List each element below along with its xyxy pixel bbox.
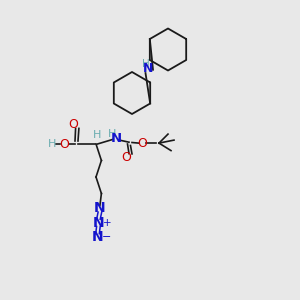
Text: N: N [94, 202, 106, 215]
Text: H: H [48, 139, 57, 149]
Text: O: O [121, 151, 131, 164]
Text: N: N [142, 62, 153, 75]
Text: N: N [111, 132, 122, 145]
Text: O: O [60, 137, 69, 151]
Text: H: H [142, 59, 149, 69]
Text: O: O [138, 136, 147, 150]
Text: −: − [102, 232, 111, 242]
Text: H: H [93, 130, 102, 140]
Text: +: + [103, 218, 112, 228]
Text: H: H [108, 129, 117, 140]
Text: O: O [69, 118, 78, 131]
Text: N: N [92, 230, 103, 244]
Text: N: N [93, 216, 104, 230]
